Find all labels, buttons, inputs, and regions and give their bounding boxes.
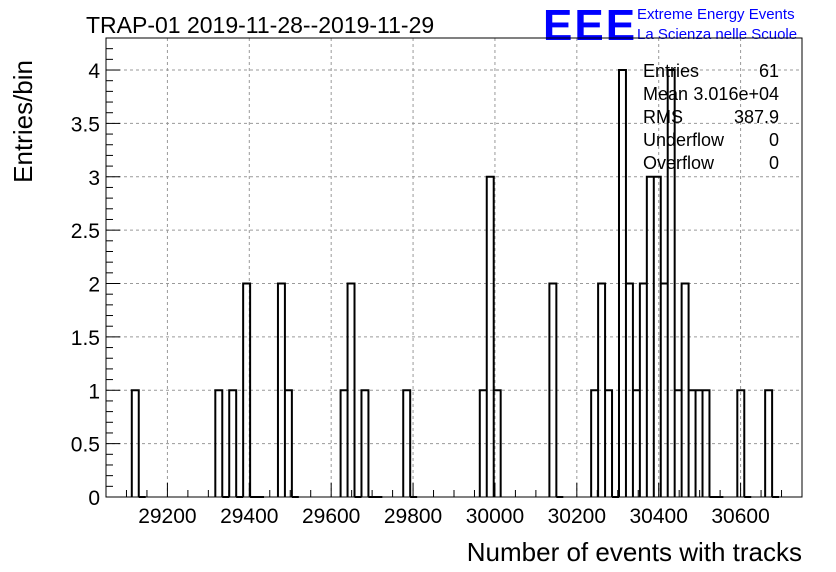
stats-value: 61 [759,61,779,81]
stats-value: 0 [769,130,779,150]
y-tick-label: 1.5 [71,327,100,350]
eee-logo-line2: La Scienza nelle Scuole [637,26,797,43]
y-tick-label: 0 [88,487,100,510]
stats-label: Overflow [643,153,715,173]
eee-logo-text: EEE [543,1,637,50]
y-tick-label: 1 [88,380,100,403]
x-tick-label: 29400 [220,505,278,528]
grid [106,38,802,497]
eee-logo: EEE Extreme Energy Events La Scienza nel… [543,1,797,50]
stats-label: Entries [643,61,699,81]
y-tick-label: 3.5 [71,113,100,136]
stats-value: 3.016e+04 [693,84,779,104]
x-tick-label: 29600 [302,505,360,528]
x-tick-label: 30400 [630,505,688,528]
eee-logo-line1: Extreme Energy Events [637,6,795,23]
stats-value: 0 [769,153,779,173]
stats-label: RMS [643,107,683,127]
x-tick-label: 29800 [384,505,442,528]
x-tick-label: 30200 [548,505,606,528]
y-tick-label: 0.5 [71,434,100,457]
stats-box: Entries 61 Mean 3.016e+04 RMS 387.9 Underflow 0… [643,61,779,173]
stats-label: Underflow [643,130,725,150]
stats-value: 387.9 [734,107,779,127]
x-tick-label: 30600 [711,505,769,528]
chart-title: TRAP-01 2019-11-28--2019-11-29 [86,12,434,38]
y-tick-label: 2 [88,274,100,297]
y-axis-label: Entries/bin [8,60,38,183]
y-tick-label: 4 [88,60,100,83]
x-tick-label: 29200 [138,505,196,528]
axes: 29200 29400 29600 29800 30000 30200 30400 30600… [71,37,803,528]
y-tick-label: 2.5 [71,220,100,243]
x-axis-label: Number of events with tracks [467,537,802,567]
plot-frame [105,37,803,498]
stats-label: Mean [643,84,688,104]
x-tick-label: 30000 [466,505,524,528]
y-tick-label: 3 [88,167,100,190]
